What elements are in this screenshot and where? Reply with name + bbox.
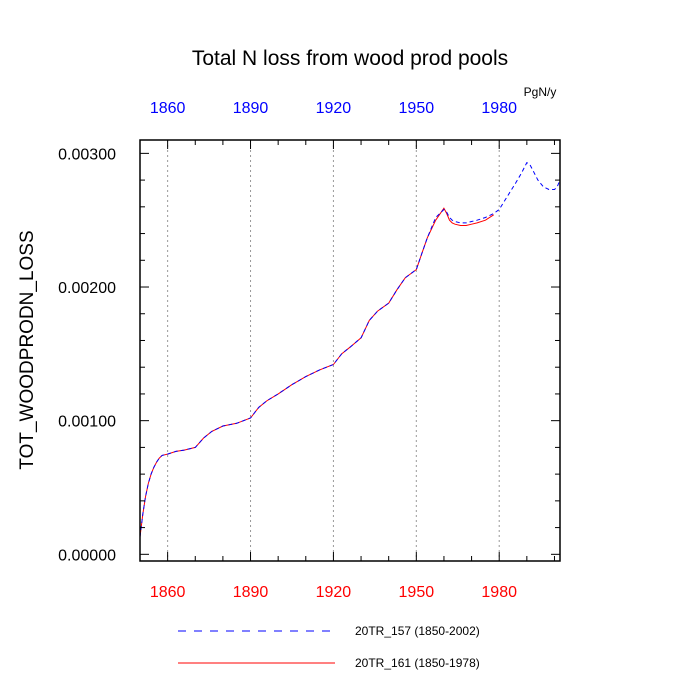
legend: 20TR_157 (1850-2002) 20TR_161 (1850-1978)	[178, 624, 480, 670]
series-line-1	[139, 162, 561, 537]
y-tick-label: 0.00000	[58, 547, 116, 564]
y-tick-label: 0.00300	[58, 146, 116, 163]
legend-label-2: 20TR_161 (1850-1978)	[355, 656, 480, 670]
x-tick-label-bottom: 1950	[399, 584, 435, 601]
chart-title: Total N loss from wood prod pools	[192, 47, 508, 70]
x-tick-label-top: 1980	[481, 100, 517, 117]
x-tick-label-top: 1950	[399, 100, 435, 117]
x-tick-label-top: 1890	[233, 100, 269, 117]
axis-ticks: 1860 1860 1890 1890 1920 1920 1950 1950 1980 1980…	[58, 100, 560, 601]
legend-label-1: 20TR_157 (1850-2002)	[355, 624, 480, 638]
x-tick-label-bottom: 1860	[150, 584, 186, 601]
units-label: PgN/y	[524, 85, 557, 99]
x-tick-label-bottom: 1980	[481, 584, 517, 601]
grid-lines	[167, 140, 500, 561]
y-tick-label: 0.00100	[58, 414, 116, 431]
x-tick-label-bottom: 1890	[233, 584, 269, 601]
series-line-2	[139, 207, 494, 537]
plot-frame	[139, 139, 561, 562]
y-tick-label: 0.00200	[58, 280, 116, 297]
x-tick-label-bottom: 1920	[316, 584, 352, 601]
series-lines	[139, 162, 561, 537]
x-tick-label-top: 1920	[316, 100, 352, 117]
y-axis-label: TOT_WOODPRODN_LOSS	[17, 230, 38, 469]
x-tick-label-top: 1860	[150, 100, 186, 117]
